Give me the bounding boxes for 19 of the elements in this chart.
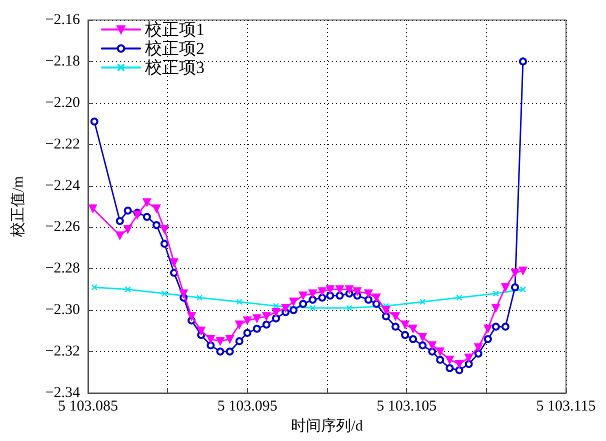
y-tick-label: −2.30 <box>45 302 80 318</box>
y-tick-label: −2.26 <box>45 219 80 236</box>
x-tick-label: 5 103.105 <box>376 398 437 414</box>
y-tick-label: −2.18 <box>45 53 80 70</box>
y-tick-label: −2.22 <box>45 136 80 152</box>
legend-label: 校正项1 <box>144 20 204 39</box>
y-tick-label: −2.20 <box>45 94 80 111</box>
y-tick-label: −2.34 <box>45 385 80 401</box>
y-tick-label: −2.32 <box>45 344 80 360</box>
y-tick-label: −2.28 <box>45 260 80 277</box>
x-tick-label: 5 103.095 <box>217 398 278 414</box>
y-tick-label: −2.16 <box>45 12 80 28</box>
y-axis-title: 校正值/m <box>10 176 26 238</box>
legend-label: 校正项3 <box>144 58 204 77</box>
x-tick-label: 5 103.085 <box>58 398 118 414</box>
legend-label: 校正项2 <box>144 39 204 58</box>
y-tick-label: −2.24 <box>45 178 80 194</box>
x-axis-title: 时间序列/d <box>291 418 364 434</box>
x-tick-label: 5 103.115 <box>536 398 596 414</box>
